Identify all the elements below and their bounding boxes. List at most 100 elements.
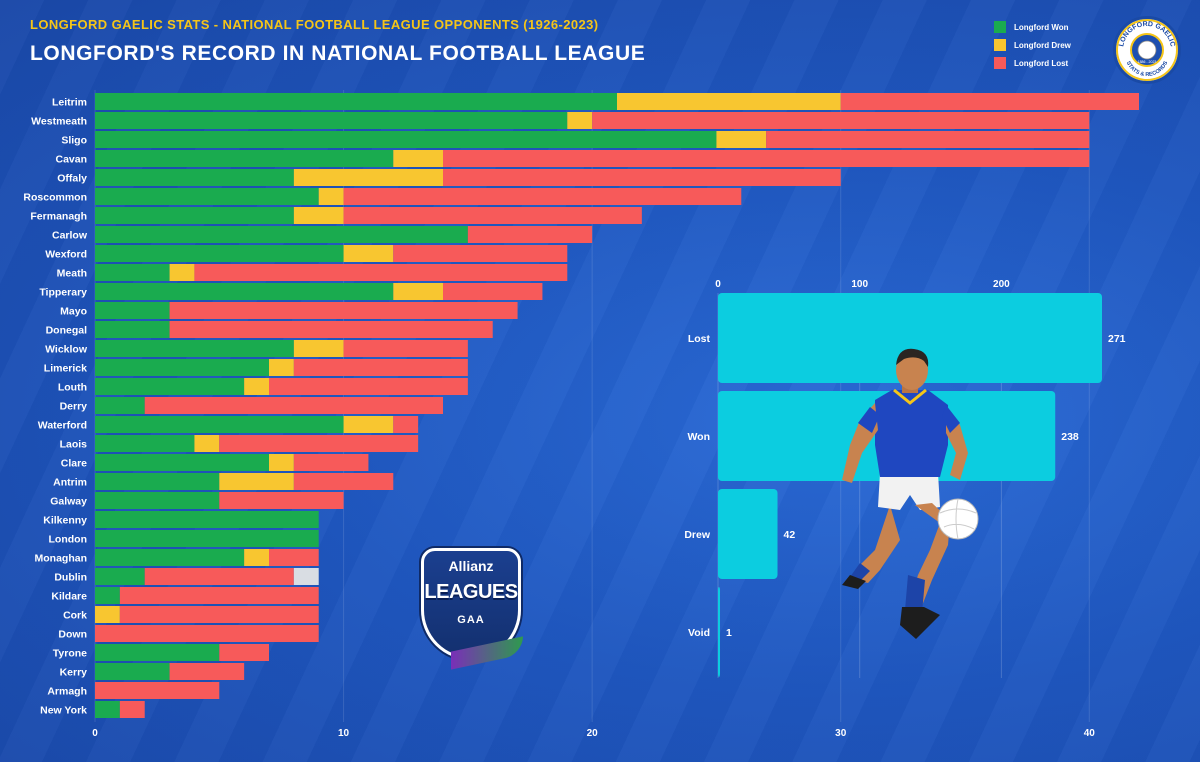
bar-tipperary-drew (393, 283, 443, 300)
allianz-gaa-text: GAA (457, 614, 485, 626)
bar-cavan-won (95, 150, 394, 167)
bar-meath-drew (169, 264, 195, 281)
category-label-clare: Clare (61, 458, 87, 470)
category-label-galway: Galway (50, 496, 87, 508)
category-label-tipperary: Tipperary (39, 287, 87, 299)
bar-kildare-lost (119, 587, 319, 604)
summary-bar-lost (718, 293, 1102, 383)
bar-roscommon-drew (318, 188, 344, 205)
bar-meath-won (95, 264, 170, 281)
legend-swatch-drew (994, 39, 1006, 51)
player-shorts (878, 473, 940, 510)
bar-monaghan-lost (269, 549, 319, 566)
bar-roscommon-won (95, 188, 319, 205)
bar-offaly-lost (443, 169, 841, 186)
bar-leitrim-drew (617, 93, 841, 110)
category-label-down: Down (58, 629, 87, 641)
crest-years: 1886 - 2023 (1138, 60, 1157, 64)
bar-cavan-lost (443, 150, 1090, 167)
bar-antrim-won (95, 473, 220, 490)
bar-galway-lost (219, 492, 344, 509)
summary-x-tick-label-200: 200 (993, 279, 1010, 290)
bar-wexford-won (95, 245, 344, 262)
player-hair (896, 348, 929, 367)
category-label-wicklow: Wicklow (45, 344, 88, 356)
category-label-carlow: Carlow (52, 230, 88, 242)
bar-mayo-won (95, 302, 170, 319)
crest-svg: LONGFORD GAELIC STATS & RECORDS 1886 - 2… (1118, 21, 1176, 78)
legend-item-drew: Longford Drew (994, 36, 1071, 54)
bar-dublin-void (293, 568, 319, 585)
bar-limerick-won (95, 359, 269, 376)
bar-antrim-drew (219, 473, 294, 490)
bar-mayo-lost (169, 302, 518, 319)
category-label-laois: Laois (60, 439, 88, 451)
bar-monaghan-drew (244, 549, 269, 566)
footballer-illustration (842, 348, 979, 639)
category-label-new-york: New York (40, 705, 87, 717)
allianz-brand-text: Allianz (448, 558, 494, 574)
bar-waterford-drew (343, 416, 394, 433)
category-label-waterford: Waterford (38, 420, 87, 432)
legend-swatch-won (994, 21, 1006, 33)
category-label-wexford: Wexford (45, 249, 87, 261)
legend-label-won: Longford Won (1014, 22, 1069, 32)
bar-offaly-drew (293, 169, 443, 186)
bar-antrim-lost (293, 473, 394, 490)
category-label-sligo: Sligo (61, 135, 87, 147)
bar-limerick-lost (293, 359, 468, 376)
bar-tipperary-lost (443, 283, 543, 300)
bar-derry-won (95, 397, 145, 414)
bar-laois-lost (219, 435, 419, 452)
bar-new-york-won (95, 701, 120, 718)
player-sleeve-right (942, 405, 960, 433)
bar-dublin-won (95, 568, 145, 585)
bar-kilkenny-won (95, 511, 319, 528)
player-leg-back (855, 505, 900, 583)
bar-kerry-won (95, 663, 170, 680)
bar-monaghan-won (95, 549, 245, 566)
category-label-tyrone: Tyrone (53, 648, 87, 660)
category-label-limerick: Limerick (44, 363, 87, 375)
summary-category-label-won: Won (687, 431, 710, 443)
category-label-fermanagh: Fermanagh (30, 211, 87, 223)
bar-tipperary-won (95, 283, 394, 300)
player-boot-back (842, 575, 866, 589)
x-tick-label-30: 30 (835, 728, 847, 739)
category-label-westmeath: Westmeath (31, 116, 87, 128)
bar-offaly-won (95, 169, 294, 186)
summary-value-label-void: 1 (726, 627, 732, 639)
chart-title: LONGFORD'S RECORD IN NATIONAL FOOTBALL L… (30, 42, 646, 65)
bar-louth-drew (244, 378, 269, 395)
x-tick-label-20: 20 (587, 728, 599, 739)
x-tick-label-0: 0 (92, 728, 98, 739)
bar-down-lost (95, 625, 319, 642)
bar-waterford-lost (393, 416, 419, 433)
bar-london-won (95, 530, 319, 547)
bar-louth-lost (269, 378, 468, 395)
bar-fermanagh-won (95, 207, 294, 224)
summary-bar-drew (718, 489, 778, 579)
bar-wexford-drew (343, 245, 394, 262)
bar-armagh-lost (95, 682, 220, 699)
longford-gaelic-stats-crest: LONGFORD GAELIC STATS & RECORDS 1886 - 2… (1113, 16, 1181, 84)
bar-sligo-lost (766, 131, 1090, 148)
bar-cork-drew (95, 606, 120, 623)
bar-kildare-won (95, 587, 120, 604)
legend-item-lost: Longford Lost (994, 54, 1071, 72)
football-ball-icon (937, 498, 979, 540)
bar-westmeath-lost (592, 112, 1090, 129)
category-label-cavan: Cavan (55, 154, 87, 166)
category-label-antrim: Antrim (53, 477, 87, 489)
category-label-london: London (49, 534, 87, 546)
category-label-leitrim: Leitrim (52, 97, 87, 109)
legend-label-lost: Longford Lost (1014, 58, 1069, 68)
bar-clare-won (95, 454, 269, 471)
category-label-dublin: Dublin (54, 572, 87, 584)
player-sock-front (905, 575, 925, 613)
bar-clare-lost (293, 454, 369, 471)
bar-westmeath-drew (567, 112, 593, 129)
category-label-donegal: Donegal (46, 325, 88, 337)
ball-seams (939, 498, 977, 540)
